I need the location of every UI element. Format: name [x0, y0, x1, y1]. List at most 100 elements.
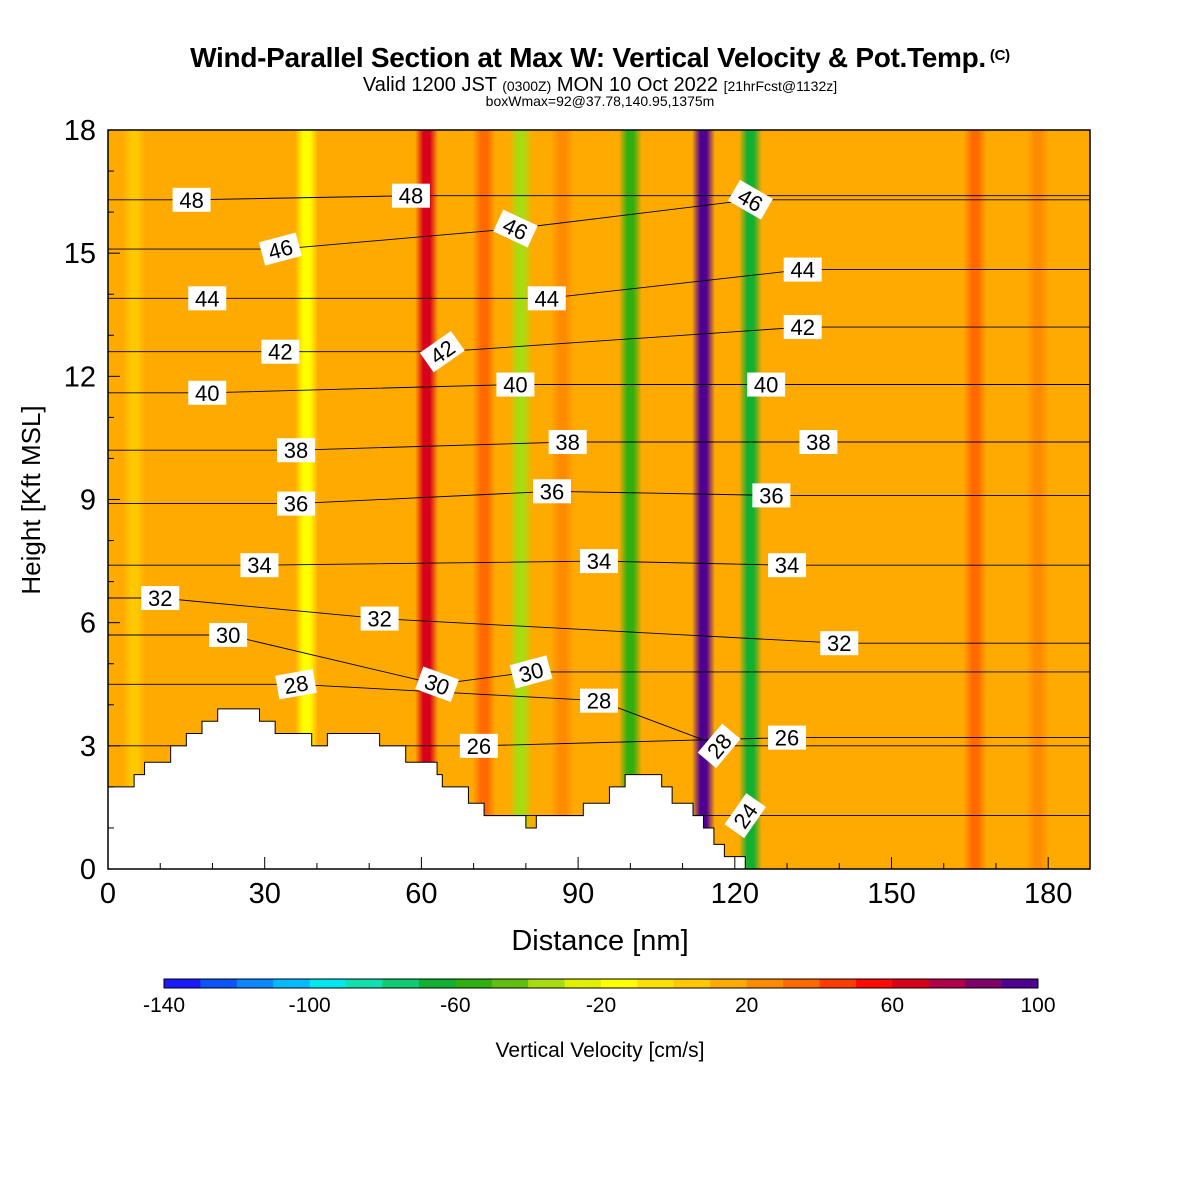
contour-label-text: 26 — [467, 734, 491, 759]
y-tick-label: 3 — [80, 731, 96, 763]
colorbar-swatch — [200, 979, 238, 988]
contour-label-text: 48 — [179, 188, 203, 213]
contour-label-text: 30 — [216, 623, 240, 648]
colorbar-frame — [163, 978, 1039, 989]
contour-label: 42 — [261, 339, 300, 365]
contour-label-bg — [141, 586, 180, 611]
colorbar-swatch — [564, 979, 602, 988]
y-tick-label: 0 — [80, 854, 96, 886]
contour-label: 44 — [783, 257, 822, 283]
contour-label: 38 — [277, 438, 316, 463]
contour-label-text: 32 — [827, 631, 851, 656]
y-tick-label: 9 — [80, 485, 96, 517]
title-text: Wind-Parallel Section at Max W: Vertical… — [190, 42, 986, 73]
contour-label: 40 — [188, 380, 227, 406]
colorbar-swatch — [273, 979, 311, 988]
contour-label-text: 38 — [284, 438, 308, 463]
colorbar-swatch — [236, 979, 274, 988]
contour-label-bg — [752, 483, 791, 508]
colorbar-swatch — [928, 979, 966, 988]
contour-label-text: 34 — [247, 553, 271, 578]
contour-label-bg — [415, 666, 460, 703]
contour-label-text: 32 — [367, 607, 391, 632]
colorbar-swatch — [892, 979, 930, 988]
contour-label-text: 38 — [806, 430, 830, 455]
contour-label: 40 — [747, 372, 786, 398]
contour-label-bg — [783, 315, 822, 340]
contour-label: 36 — [532, 479, 571, 504]
contour-label-text: 28 — [282, 670, 310, 699]
x-axis: 0 30 60 90 120 150 180 — [100, 857, 1072, 910]
contour-label-bg — [527, 286, 566, 311]
contour-label-text: 32 — [148, 586, 172, 611]
contour-label-bg — [580, 688, 618, 713]
contour-label: 32 — [360, 606, 399, 632]
contour-label-bg — [459, 733, 498, 758]
contour-label: 34 — [768, 553, 807, 578]
valid-utc: (0300Z) — [502, 78, 552, 94]
contour-label-text: 44 — [790, 258, 814, 283]
contour-label: 32 — [820, 631, 859, 656]
x-tick-label: 90 — [562, 878, 594, 910]
colorbar-swatch — [746, 979, 784, 988]
x-tick-label: 120 — [711, 878, 759, 910]
contour-label-bg — [240, 553, 279, 578]
colorbar-swatch — [637, 979, 675, 988]
contour-label: 42 — [783, 315, 822, 340]
contour-label-bg — [360, 606, 399, 631]
contour-label-bg — [277, 438, 316, 463]
contour-label: 26 — [459, 733, 498, 759]
y-tick-label: 15 — [64, 238, 96, 270]
contour-label-bg — [509, 655, 553, 689]
contour-label-text: 42 — [790, 315, 814, 340]
contour-label: 34 — [240, 553, 279, 578]
contour-label: 36 — [752, 483, 791, 508]
y-axis: 0 3 6 9 12 15 18 — [64, 115, 120, 886]
contour-label-bg — [783, 257, 822, 282]
copyright-mark: (C) — [989, 47, 1010, 64]
contour-label-bg — [209, 622, 248, 647]
colorbar-swatch — [783, 979, 820, 988]
contour-label-bg — [391, 183, 430, 208]
colorbar-label: Vertical Velocity [cm/s] — [496, 1039, 705, 1062]
contour-label-text: 38 — [555, 430, 579, 455]
colorbar-tick-label: -60 — [440, 994, 470, 1017]
contour-label-bg — [697, 723, 741, 769]
chart-title: Wind-Parallel Section at Max W: Vertical… — [0, 42, 1200, 74]
contour-label-bg — [768, 553, 807, 578]
colorbar-swatch — [1001, 979, 1039, 988]
valid-date: MON 10 Oct 2022 — [556, 74, 718, 96]
contour-label-bg — [580, 549, 618, 574]
colorbar-swatch — [601, 979, 638, 988]
contour-label-text: 48 — [399, 184, 423, 209]
contour-label-text: 34 — [587, 549, 611, 574]
y-tick-label: 18 — [64, 115, 96, 147]
colorbar-swatch — [673, 979, 711, 988]
contour-label: 32 — [141, 586, 180, 611]
x-tick-label: 150 — [867, 878, 915, 910]
contour-label-bg — [532, 479, 571, 504]
colorbar-swatch — [528, 979, 566, 988]
contour-label-bg — [493, 209, 538, 248]
contour-label-text: 34 — [775, 553, 799, 578]
valid-prefix: Valid 1200 JST — [362, 74, 497, 96]
colorbar-swatch — [346, 979, 383, 988]
contour-label-text: 36 — [284, 492, 308, 517]
x-axis-label: Distance [nm] — [511, 925, 688, 957]
colorbar-tick-label: -140 — [143, 994, 185, 1017]
contour-label-text: 42 — [268, 340, 292, 365]
contour-label: 38 — [548, 430, 587, 455]
contour-label-bg — [188, 286, 227, 311]
colorbar-swatch — [710, 979, 748, 988]
contour-label-text: 40 — [503, 373, 527, 398]
colorbar-swatch — [455, 979, 493, 988]
valid-time-line: Valid 1200 JST (0300Z) MON 10 Oct 2022 [… — [0, 74, 1200, 97]
colorbar-swatch — [418, 979, 456, 988]
contour-label-bg — [820, 631, 859, 656]
colorbar: -140 -100 -60 -20 20 60 100 — [143, 978, 1056, 1017]
colorbar-tick-label: 100 — [1020, 994, 1055, 1017]
plot-area — [108, 130, 1090, 869]
contour-label-bg — [728, 179, 773, 220]
colorbar-swatch — [965, 979, 1003, 988]
